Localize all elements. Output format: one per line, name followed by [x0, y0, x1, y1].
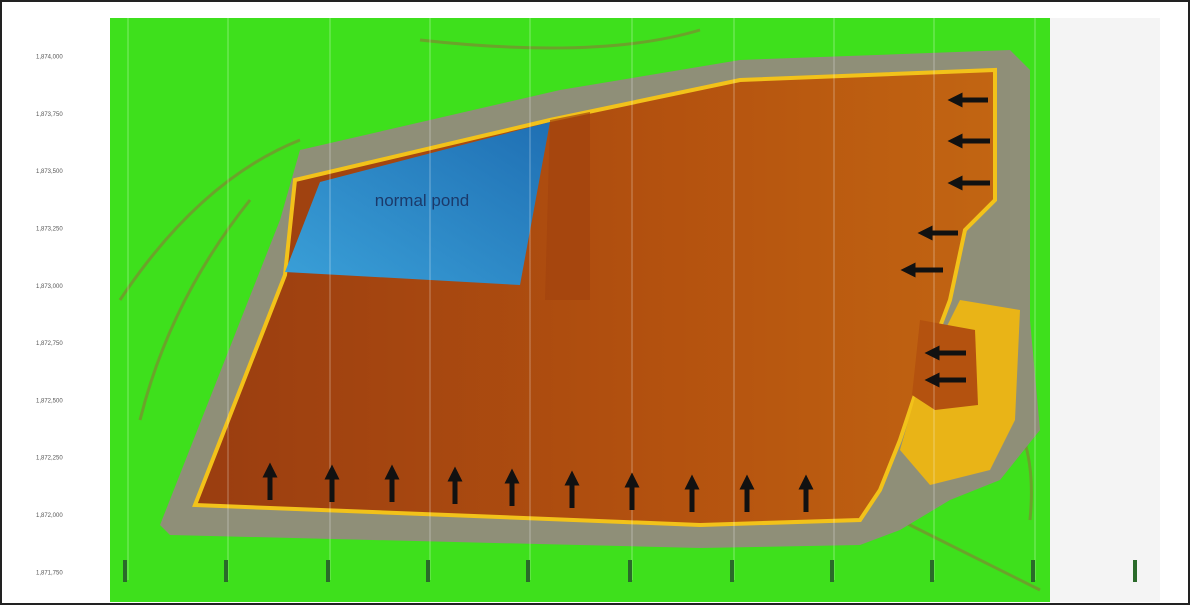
pit-lobe	[912, 320, 978, 410]
strip	[545, 112, 590, 300]
y-label: 1,872,250	[36, 456, 63, 462]
y-label: 1,873,500	[36, 169, 63, 175]
y-label: 1,872,000	[36, 513, 63, 519]
blank-area	[1050, 18, 1160, 602]
y-label: 1,873,000	[36, 284, 63, 290]
y-label: 1,872,500	[36, 398, 63, 404]
y-label: 1,873,250	[36, 226, 63, 232]
page: normal pond 1,874,000 1,873,750 1,873,500 1…	[0, 0, 1190, 605]
y-label: 1,871,750	[36, 570, 63, 576]
y-label: 1,874,000	[36, 55, 63, 61]
y-label: 1,872,750	[36, 341, 63, 347]
map-figure: normal pond 1,874,000 1,873,750 1,873,500 1…	[0, 0, 1190, 605]
pond-label: normal pond	[375, 191, 470, 210]
y-label: 1,873,750	[36, 112, 63, 118]
